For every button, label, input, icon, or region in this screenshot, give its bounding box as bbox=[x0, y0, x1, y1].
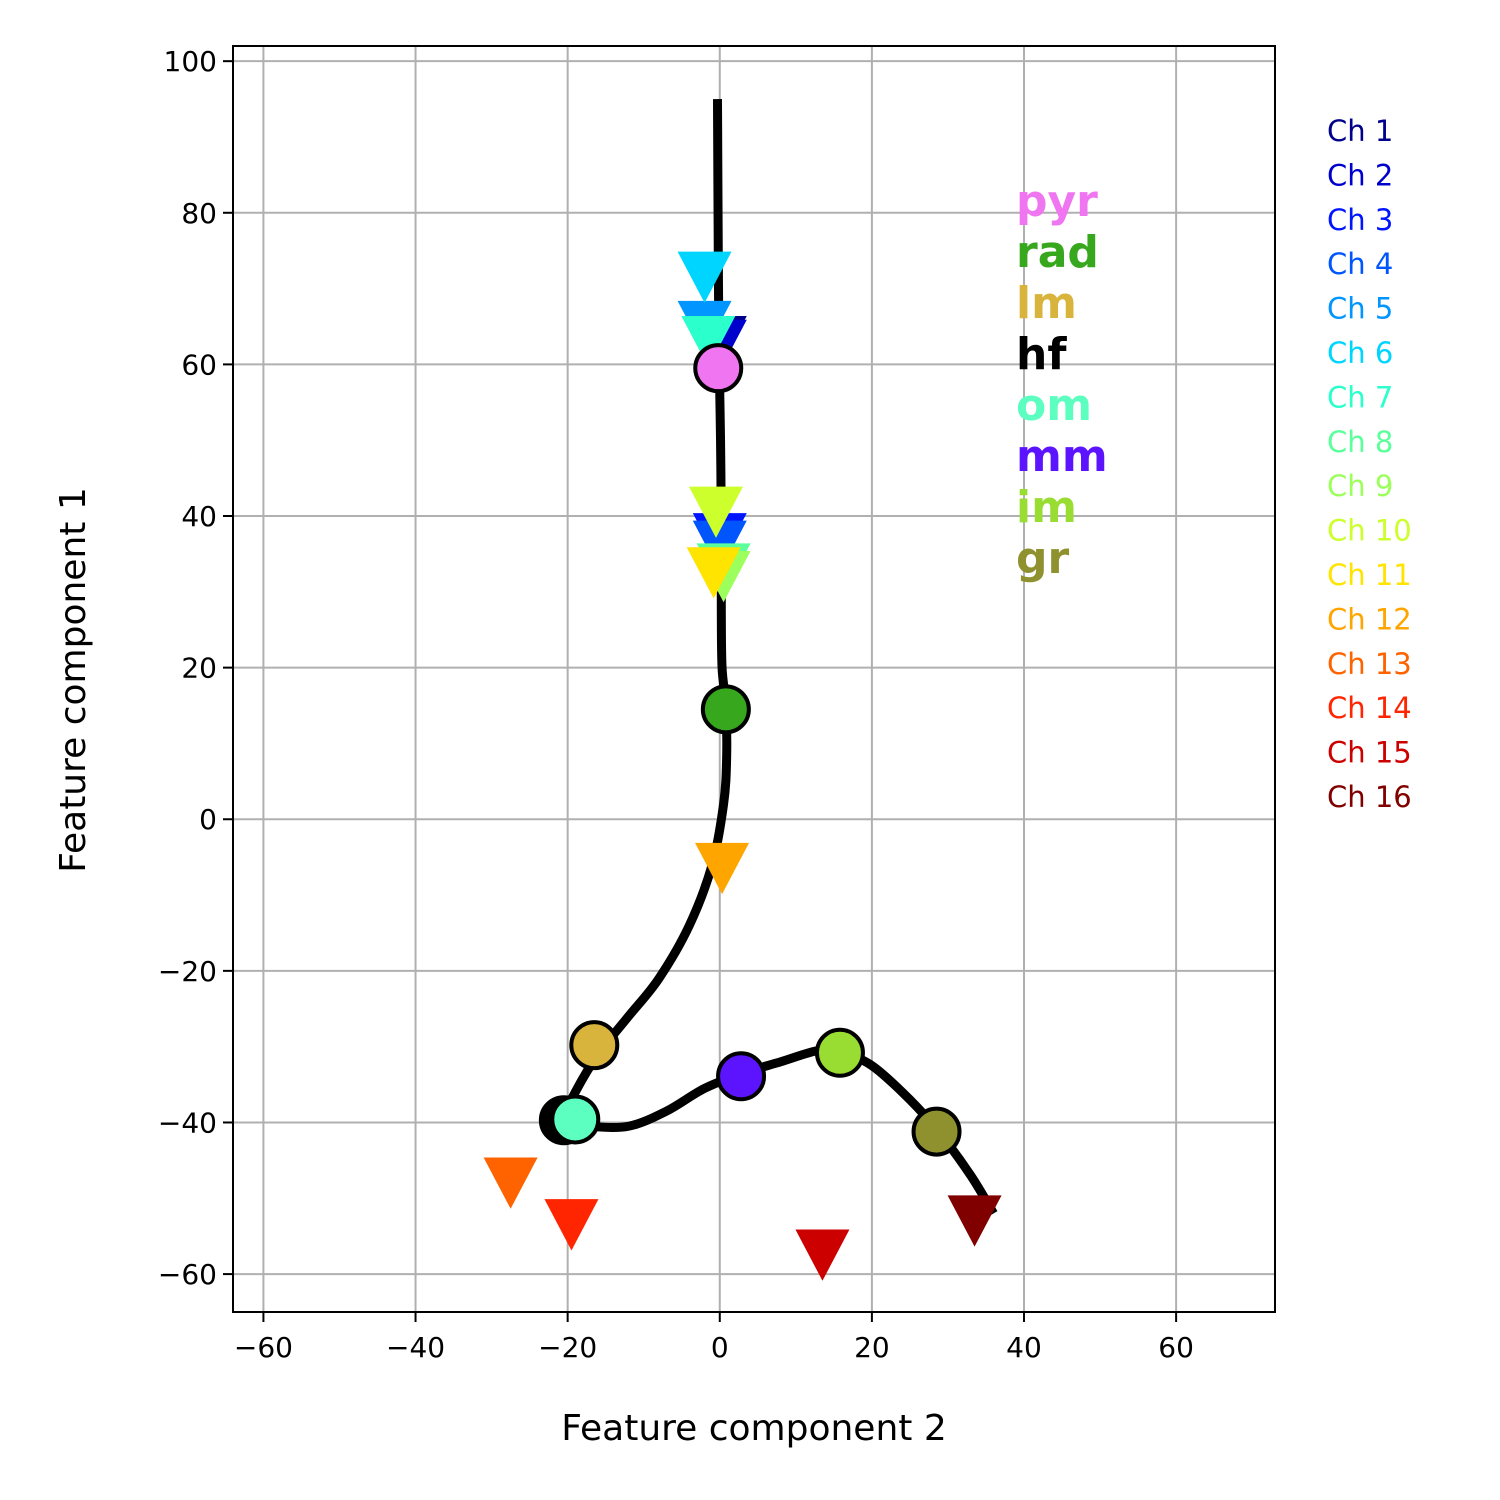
layer-marker bbox=[814, 1027, 865, 1078]
channel-legend-label: Ch 8 bbox=[1327, 425, 1393, 459]
channel-legend-label: Ch 13 bbox=[1327, 647, 1412, 681]
channel-legend-label: Ch 7 bbox=[1327, 380, 1393, 414]
y-tick-label: −20 bbox=[158, 955, 217, 988]
channel-markers bbox=[483, 251, 1002, 1281]
channel-marker bbox=[483, 1157, 538, 1209]
y-tick-label: 20 bbox=[181, 652, 217, 685]
layer-marker bbox=[550, 1094, 601, 1145]
channel-marker bbox=[688, 486, 743, 538]
x-axis-label: Feature component 2 bbox=[561, 1408, 947, 1449]
channel-legend-label: Ch 4 bbox=[1327, 247, 1393, 281]
y-axis-label: Feature component 1 bbox=[53, 487, 94, 873]
channel-legend-label: Ch 2 bbox=[1327, 158, 1393, 192]
channel-legend-label: Ch 9 bbox=[1327, 469, 1393, 503]
channel-legend-label: Ch 14 bbox=[1327, 691, 1412, 725]
trajectory-line bbox=[558, 99, 998, 1216]
channel-marker bbox=[686, 547, 741, 599]
y-tick-label: 40 bbox=[181, 500, 217, 533]
layer-marker bbox=[911, 1106, 962, 1157]
channel-legend-label: Ch 12 bbox=[1327, 602, 1412, 636]
channel-marker bbox=[947, 1195, 1002, 1247]
channel-legend-label: Ch 1 bbox=[1327, 114, 1393, 148]
layer-legend-label: om bbox=[1016, 380, 1092, 431]
channel-marker bbox=[795, 1229, 850, 1281]
grid bbox=[233, 46, 1275, 1312]
x-tick-label: 40 bbox=[1006, 1331, 1042, 1364]
channel-marker bbox=[681, 316, 736, 368]
y-tick-label: 0 bbox=[199, 803, 217, 836]
channel-legend-label: Ch 6 bbox=[1327, 336, 1393, 370]
x-tick-label: −20 bbox=[538, 1331, 597, 1364]
x-tick-label: −40 bbox=[386, 1331, 445, 1364]
layer-marker bbox=[700, 684, 751, 735]
layer-markers bbox=[538, 343, 962, 1157]
channel-legend-label: Ch 3 bbox=[1327, 203, 1393, 237]
layer-legend-label: rad bbox=[1016, 227, 1099, 278]
channel-legend-label: Ch 10 bbox=[1327, 514, 1412, 548]
layer-legend-label: hf bbox=[1016, 329, 1067, 380]
channel-marker bbox=[695, 842, 750, 895]
x-axis-ticks: −60 −40 −20 0 20 40 60 bbox=[234, 1312, 1194, 1364]
layer-marker bbox=[569, 1020, 620, 1071]
layer-legend-label: gr bbox=[1016, 533, 1069, 584]
trajectory-curve bbox=[558, 99, 998, 1216]
x-tick-label: 20 bbox=[854, 1331, 890, 1364]
y-tick-label: −40 bbox=[158, 1106, 217, 1139]
x-tick-label: −60 bbox=[234, 1331, 293, 1364]
x-tick-label: 60 bbox=[1158, 1331, 1194, 1364]
layer-legend-label: lm bbox=[1016, 278, 1077, 329]
layer-marker bbox=[716, 1051, 767, 1102]
layer-legend-label: pyr bbox=[1016, 176, 1098, 227]
channel-marker bbox=[677, 251, 732, 303]
y-axis-ticks: −60 −40 −20 0 20 40 60 80 100 bbox=[158, 45, 233, 1291]
channel-legend-label: Ch 16 bbox=[1327, 780, 1412, 814]
channel-marker bbox=[544, 1199, 599, 1251]
layer-legend-label: mm bbox=[1016, 431, 1108, 482]
channel-legend-label: Ch 15 bbox=[1327, 736, 1412, 770]
plot-frame bbox=[232, 45, 1276, 1313]
channel-legend: Ch 1 Ch 2 Ch 3 Ch 4 Ch 5 Ch 6 Ch 7 Ch 8 Ch 9 Ch 1… bbox=[1327, 114, 1412, 814]
y-tick-label: −60 bbox=[158, 1258, 217, 1291]
layer-legend-label: im bbox=[1016, 482, 1077, 533]
channel-legend-label: Ch 11 bbox=[1327, 558, 1412, 592]
x-tick-label: 0 bbox=[711, 1331, 729, 1364]
y-tick-label: 60 bbox=[181, 348, 217, 381]
channel-legend-label: Ch 5 bbox=[1327, 292, 1393, 326]
y-tick-label: 100 bbox=[164, 45, 217, 78]
layer-marker bbox=[693, 343, 744, 394]
y-tick-label: 80 bbox=[181, 197, 217, 230]
